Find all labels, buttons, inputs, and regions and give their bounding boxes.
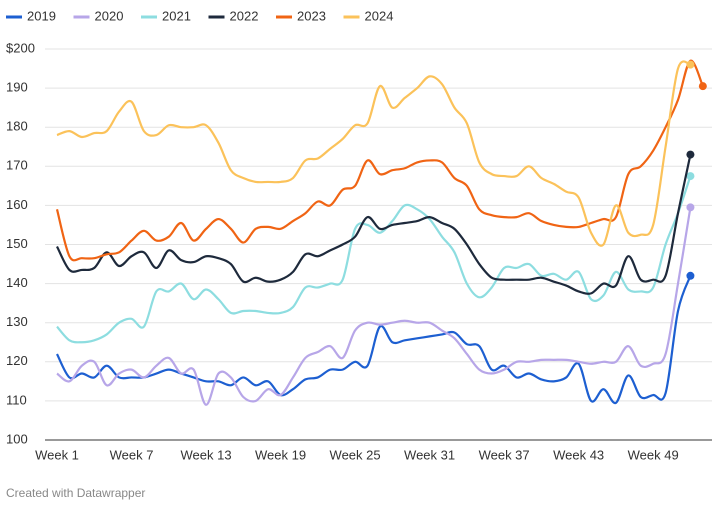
series-line (56, 154, 692, 295)
series-line (56, 60, 691, 247)
x-tick-label: Week 19 (255, 447, 306, 462)
x-tick-label: Week 49 (628, 447, 679, 462)
y-tick-label: 160 (6, 197, 28, 212)
end-point (686, 150, 695, 159)
legend-label: 2021 (162, 8, 191, 23)
x-tick-label: Week 43 (553, 447, 604, 462)
y-tick-label: 140 (6, 275, 28, 290)
series-line (55, 59, 704, 262)
end-point (686, 172, 695, 181)
y-tick-label: 110 (6, 392, 27, 407)
footer: Created with Datawrapper (6, 486, 145, 500)
legend-label: 2020 (95, 8, 124, 23)
x-tick-label: Week 13 (181, 447, 232, 462)
y-tick-label: 120 (6, 353, 28, 368)
legend-label: 2019 (27, 8, 56, 23)
y-tick-label: $200 (6, 40, 35, 55)
series-line (56, 275, 692, 405)
end-point (686, 60, 695, 69)
y-tick-label: 190 (6, 80, 28, 95)
legend-label: 2023 (297, 8, 326, 23)
end-point (698, 82, 707, 91)
series-line (56, 175, 692, 344)
x-tick-label: Week 7 (110, 447, 154, 462)
y-tick-label: 150 (6, 236, 28, 251)
y-tick-label: 170 (6, 158, 28, 173)
x-tick-label: Week 31 (404, 447, 455, 462)
x-tick-label: Week 25 (330, 447, 381, 462)
x-tick-label: Week 1 (35, 447, 79, 462)
y-tick-label: 180 (6, 119, 28, 134)
legend-label: 2022 (230, 8, 259, 23)
x-tick-label: Week 37 (479, 447, 530, 462)
y-tick-label: 100 (6, 431, 28, 446)
end-point (686, 203, 695, 212)
end-point (686, 271, 695, 280)
series-line (56, 207, 692, 406)
y-tick-label: 130 (6, 314, 28, 329)
legend-label: 2024 (365, 8, 394, 23)
